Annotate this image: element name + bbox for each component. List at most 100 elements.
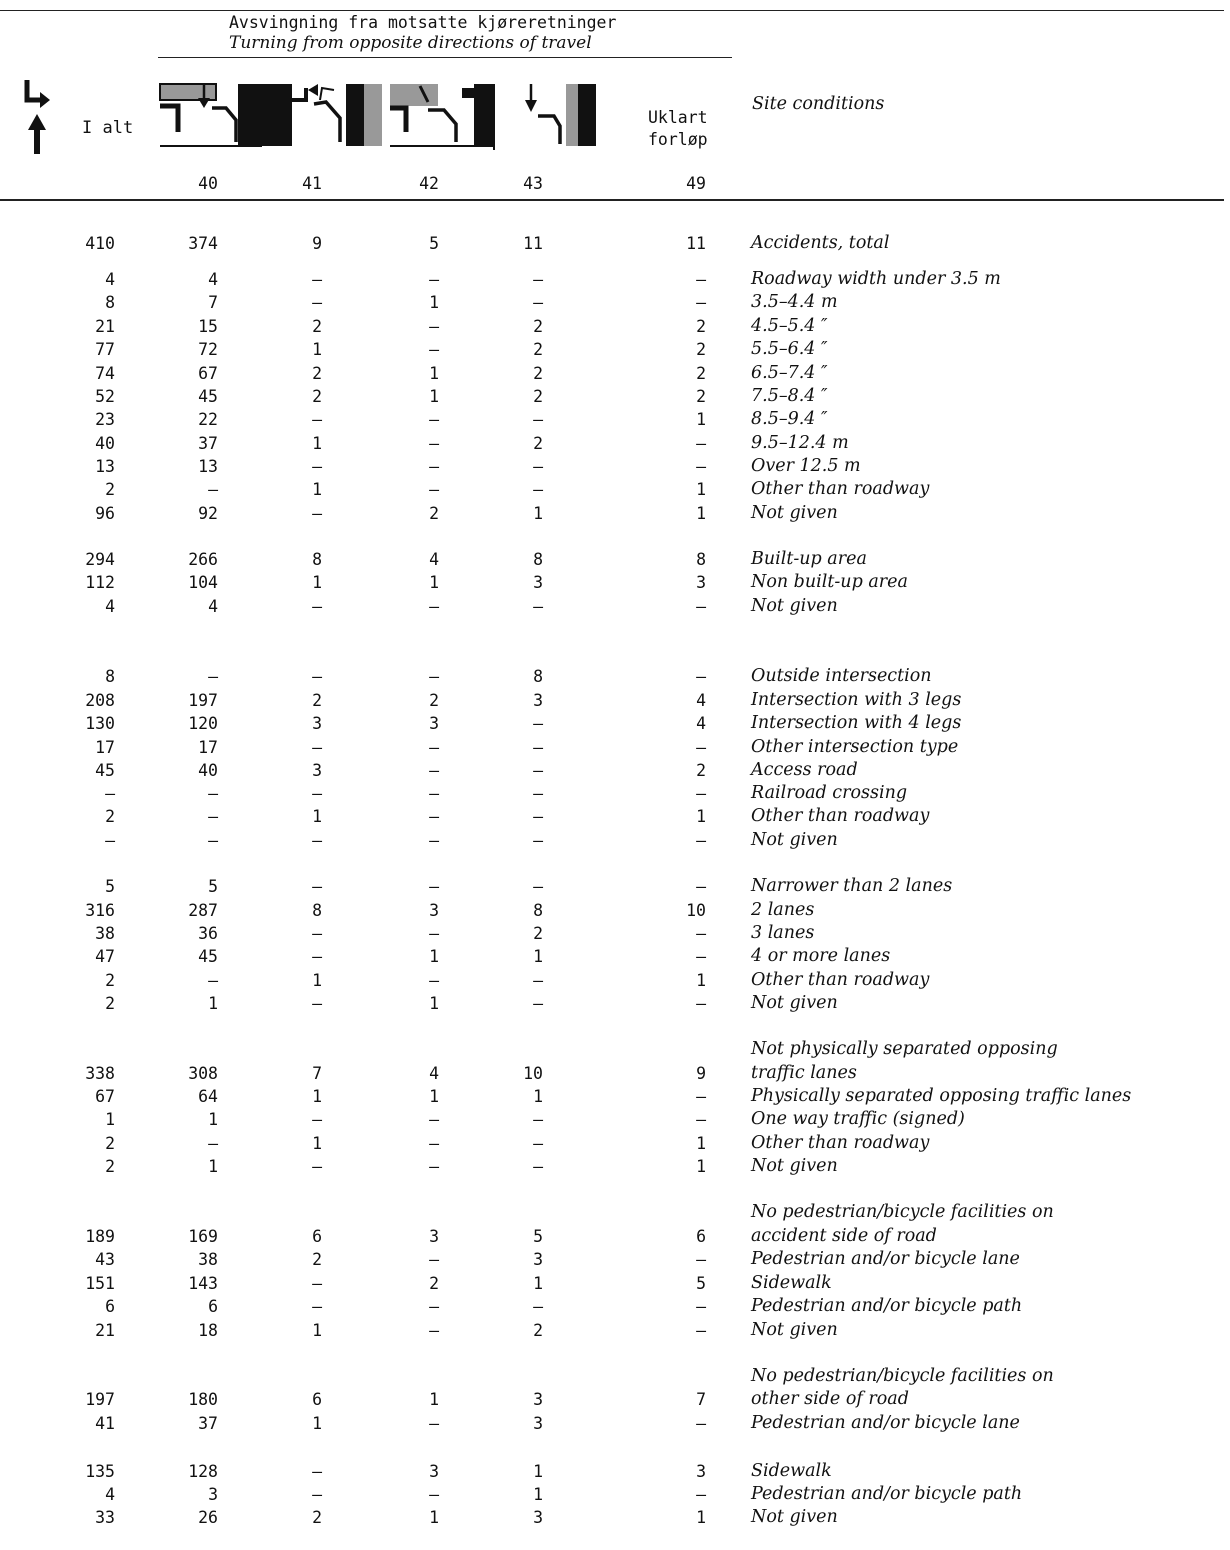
- row-label: Not given: [751, 830, 838, 850]
- table-cell: 1: [533, 1087, 543, 1106]
- table-cell: 2: [696, 317, 706, 336]
- row-label: 4 or more lanes: [751, 946, 891, 966]
- table-cell: 9: [696, 1064, 706, 1083]
- table-cell: 2: [533, 1321, 543, 1340]
- table-cell: 374: [188, 234, 218, 253]
- table-cell: –: [696, 293, 706, 312]
- table-cell: –: [429, 434, 439, 453]
- table-cell: 11: [686, 234, 706, 253]
- table-cell: –: [696, 924, 706, 943]
- table-row: 316 287 8 3 8 10 2 lanes: [0, 899, 1230, 922]
- col-code-43: 43: [523, 174, 543, 193]
- table-cell: 47: [95, 947, 115, 966]
- table-cell: –: [429, 1110, 439, 1129]
- table-cell: –: [312, 877, 322, 896]
- table-cell: –: [312, 504, 322, 523]
- row-label: 2 lanes: [751, 900, 815, 920]
- table-cell: 64: [198, 1087, 218, 1106]
- table-cell: 8: [105, 667, 115, 686]
- row-label: other side of road: [751, 1389, 909, 1409]
- table-cell: 4: [696, 691, 706, 710]
- table-cell: –: [533, 457, 543, 476]
- table-cell: 5: [208, 877, 218, 896]
- table-cell: 10: [523, 1064, 543, 1083]
- table-row: 208 197 2 2 3 4 Intersection with 3 legs: [0, 689, 1230, 712]
- table-cell: 3: [312, 714, 322, 733]
- table-row: 13 13 – – – – Over 12.5 m: [0, 455, 1230, 478]
- row-label: Access road: [751, 760, 858, 780]
- table-cell: –: [696, 877, 706, 896]
- table-cell: –: [429, 924, 439, 943]
- table-row: 52 45 2 1 2 2 7.5–8.4 ″: [0, 385, 1230, 408]
- table-cell: 1: [696, 504, 706, 523]
- table-cell: 67: [95, 1087, 115, 1106]
- table-cell: 3: [696, 573, 706, 592]
- table-cell: 1: [429, 994, 439, 1013]
- table-row: 67 64 1 1 1 – Physically separated opposing tr…: [0, 1085, 1230, 1108]
- table-cell: 2: [312, 691, 322, 710]
- table-row: 23 22 – – – 1 8.5–9.4 ″: [0, 408, 1230, 431]
- table-row: 2 – 1 – – 1 Other than roadway: [0, 1132, 1230, 1155]
- table-cell: 1: [696, 410, 706, 429]
- table-cell: 40: [198, 761, 218, 780]
- table-cell: 74: [95, 364, 115, 383]
- label-note: No pedestrian/bicycle facilities on: [751, 1366, 1054, 1386]
- row-label: 9.5–12.4 m: [751, 433, 849, 453]
- table-cell: –: [429, 1157, 439, 1176]
- table-cell: –: [105, 831, 115, 850]
- table-cell: –: [429, 971, 439, 990]
- turn-direction-icon: [24, 80, 50, 154]
- table-cell: 8: [105, 293, 115, 312]
- table-row: 5 5 – – – – Narrower than 2 lanes: [0, 875, 1230, 898]
- row-label: Pedestrian and/or bicycle path: [751, 1484, 1023, 1504]
- col-code-41: 41: [302, 174, 322, 193]
- table-cell: –: [696, 270, 706, 289]
- table-cell: –: [429, 807, 439, 826]
- table-cell: 2: [105, 994, 115, 1013]
- table-row: 2 1 – – – 1 Not given: [0, 1155, 1230, 1178]
- table-row: 17 17 – – – – Other intersection type: [0, 736, 1230, 759]
- table-cell: 21: [95, 317, 115, 336]
- table-cell: 4: [105, 1485, 115, 1504]
- row-label: Sidewalk: [751, 1273, 832, 1293]
- table-cell: –: [429, 317, 439, 336]
- table-cell: 3: [533, 1250, 543, 1269]
- table-cell: –: [533, 807, 543, 826]
- table-cell: 77: [95, 340, 115, 359]
- row-label: Intersection with 3 legs: [751, 690, 962, 710]
- row-label: Not given: [751, 503, 838, 523]
- table-cell: 1: [312, 434, 322, 453]
- table-cell: –: [696, 457, 706, 476]
- table-cell: 2: [105, 971, 115, 990]
- table-cell: 1: [429, 573, 439, 592]
- row-label: Not given: [751, 596, 838, 616]
- table-row: 2 1 – 1 – – Not given: [0, 992, 1230, 1015]
- table-cell: 3: [208, 1485, 218, 1504]
- table-cell: –: [533, 784, 543, 803]
- col-header-total: I alt: [82, 118, 134, 138]
- table-cell: 1: [312, 1321, 322, 1340]
- table-cell: 26: [198, 1508, 218, 1527]
- table-row: 2 – 1 – – 1 Other than roadway: [0, 805, 1230, 828]
- table-cell: 2: [312, 364, 322, 383]
- table-cell: 67: [198, 364, 218, 383]
- table-cell: 3: [429, 714, 439, 733]
- table-cell: –: [429, 738, 439, 757]
- label-note: Not physically separated opposing: [751, 1039, 1058, 1059]
- table-row: – – – – – – Not given: [0, 829, 1230, 852]
- table-cell: 1: [533, 1462, 543, 1481]
- table-cell: 2: [533, 387, 543, 406]
- table-row: 4 3 – – 1 – Pedestrian and/or bicycle path: [0, 1483, 1230, 1506]
- table-cell: 3: [533, 573, 543, 592]
- table-cell: –: [312, 667, 322, 686]
- table-cell: 1: [533, 504, 543, 523]
- table-cell: –: [429, 667, 439, 686]
- row-label: 3 lanes: [751, 923, 815, 943]
- table-cell: 1: [429, 1390, 439, 1409]
- table-cell: –: [696, 994, 706, 1013]
- table-cell: –: [312, 270, 322, 289]
- row-label: 8.5–9.4 ″: [751, 409, 828, 429]
- table-cell: 1: [312, 807, 322, 826]
- table-cell: –: [696, 831, 706, 850]
- table-cell: 45: [198, 947, 218, 966]
